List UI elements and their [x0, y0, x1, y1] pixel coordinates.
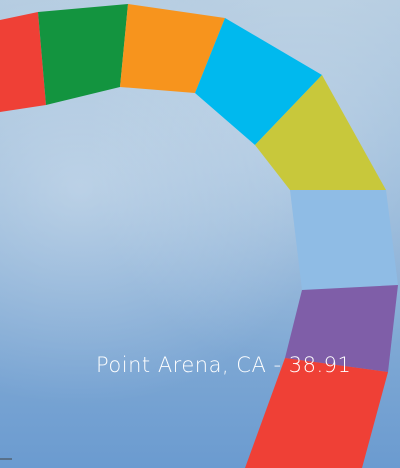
- band-segment: [290, 190, 398, 290]
- band-segment: [0, 12, 46, 112]
- band-segment: [38, 4, 128, 105]
- band-segment: [120, 4, 225, 93]
- band-segment: [245, 358, 388, 468]
- location-caption: Point Arena, CA - 38.91: [96, 353, 352, 377]
- band-segment: [285, 285, 398, 372]
- band-segment: [195, 18, 322, 145]
- band-segment: [255, 75, 386, 190]
